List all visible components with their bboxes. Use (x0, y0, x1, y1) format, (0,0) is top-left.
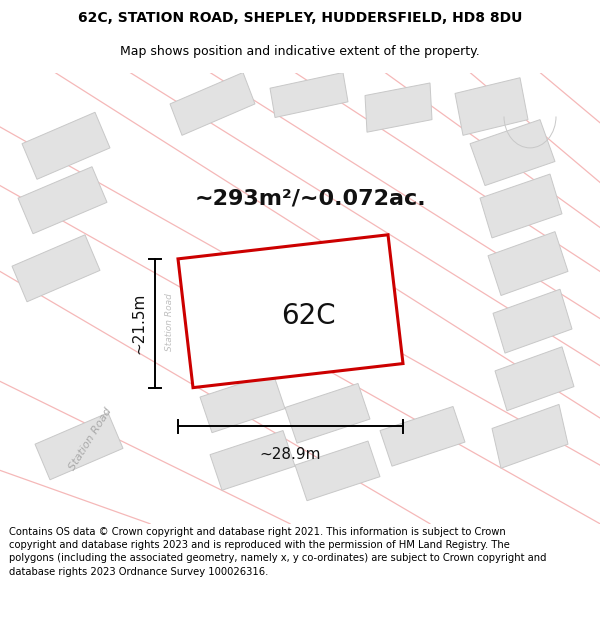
Polygon shape (22, 112, 110, 179)
Polygon shape (35, 412, 123, 480)
Polygon shape (270, 72, 348, 118)
Polygon shape (210, 431, 295, 490)
Text: ~21.5m: ~21.5m (131, 292, 146, 354)
Polygon shape (178, 235, 403, 388)
Polygon shape (492, 404, 568, 468)
Text: ~293m²/~0.072ac.: ~293m²/~0.072ac. (195, 188, 427, 208)
Polygon shape (200, 373, 285, 432)
Polygon shape (495, 347, 574, 411)
Polygon shape (285, 384, 370, 443)
Polygon shape (380, 406, 465, 466)
Polygon shape (12, 235, 100, 302)
Text: ~28.9m: ~28.9m (260, 448, 321, 462)
Polygon shape (18, 167, 107, 234)
Polygon shape (480, 174, 562, 238)
Text: Station Road: Station Road (166, 292, 175, 351)
Polygon shape (493, 289, 572, 353)
Polygon shape (170, 72, 255, 136)
Polygon shape (295, 441, 380, 501)
Text: 62C, STATION ROAD, SHEPLEY, HUDDERSFIELD, HD8 8DU: 62C, STATION ROAD, SHEPLEY, HUDDERSFIELD… (78, 11, 522, 25)
Text: 62C: 62C (281, 302, 336, 331)
Polygon shape (470, 119, 555, 186)
Polygon shape (455, 78, 528, 136)
Polygon shape (365, 83, 432, 132)
Text: Station Road: Station Road (67, 406, 113, 472)
Polygon shape (488, 232, 568, 296)
Text: Map shows position and indicative extent of the property.: Map shows position and indicative extent… (120, 45, 480, 58)
Text: Contains OS data © Crown copyright and database right 2021. This information is : Contains OS data © Crown copyright and d… (9, 527, 547, 576)
